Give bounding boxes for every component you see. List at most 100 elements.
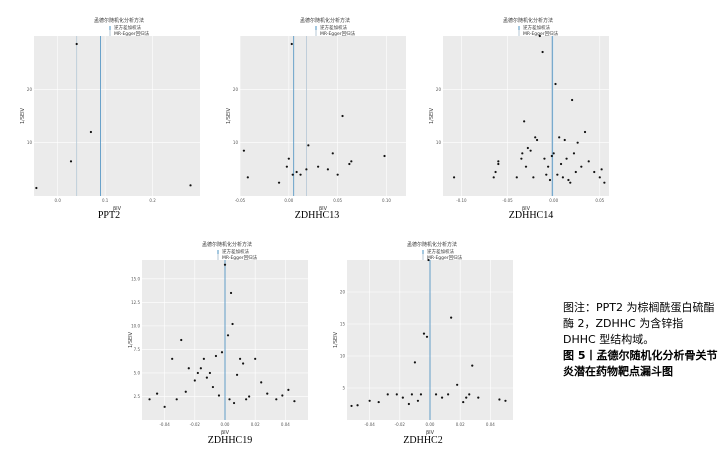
legend-title: 孟德尔随机化分析方法 [407,241,457,248]
snp-point [348,162,351,166]
snp-point [326,168,329,171]
snp-point [427,258,430,262]
snp-point [148,398,151,401]
snp-point [281,394,284,397]
snp-point [205,376,208,379]
snp-point [494,170,497,174]
snp-point [196,371,199,375]
legend-ivw-label: 逆方差加权法 [114,24,141,31]
snp-point [287,388,290,391]
snp-point [497,160,500,163]
funnel-plot-ppt2: 孟德尔随机化分析方法 逆方差加权法 MR-Egger回归法 0.0 0.1 0.2 10 20… [14,14,204,214]
snp-point [422,332,426,335]
snp-point [293,400,296,403]
snp-point [407,402,410,406]
panel-label-zdhhc14: ZDHHC14 [508,210,554,221]
snp-point [468,393,471,396]
x-tick-label: -0.05 [502,198,513,203]
snp-point [561,176,564,179]
x-tick-label: -0.10 [456,198,467,203]
snp-point [189,184,192,187]
y-tick-label: 20 [233,87,239,92]
snp-point [558,136,561,139]
snp-point [331,152,334,155]
y-tick-label: 10 [27,140,33,145]
snp-point [477,396,480,399]
figure-caption: 图注：PPT2 为棕榈酰蛋白硫酯酶 2，ZDHHC 为含锌指 DHHC 型结构域… [563,300,719,380]
snp-point [535,138,539,142]
snp-point [336,173,339,176]
caption-note: 图注：PPT2 为棕榈酰蛋白硫酯酶 2，ZDHHC 为含锌指 DHHC 型结构域… [563,301,715,346]
snp-point [440,396,444,399]
plot-background [443,36,609,196]
x-tick-label: -0.02 [190,422,201,427]
legend-egger-label: MR-Egger回归法 [427,254,463,261]
snp-point [515,176,518,179]
snp-point [603,181,606,184]
snp-point [574,170,577,174]
snp-point [547,165,550,168]
snp-point [565,157,568,160]
snp-point [593,170,596,174]
funnel-plot-zdhhc2: 孟德尔随机化分析方法 逆方差加权法 MR-Egger回归法 -0.04 -0.02 0.0… [327,238,517,438]
x-tick-label: 0.04 [281,422,290,427]
snp-point [350,404,353,408]
snp-point [600,168,603,171]
snp-point [563,138,566,142]
legend-title: 孟德尔随机化分析方法 [503,17,553,24]
snp-point [155,392,159,395]
snp-point [246,176,249,179]
y-axis-label: 1/SEIV [429,107,435,124]
legend-ivw-label: 逆方差加权法 [320,24,347,31]
snp-point [471,364,474,367]
snp-point [35,186,38,190]
legend-ivw-label: 逆方差加权法 [222,248,249,255]
snp-point [598,176,601,179]
y-axis-label: 1/SEIV [128,331,134,348]
snp-point [416,399,420,402]
snp-point [299,173,302,176]
snp-point [504,399,507,402]
snp-point [572,152,576,155]
snp-point [175,398,178,401]
y-tick-label: 5 [342,386,345,391]
snp-point [260,381,263,384]
x-axis-label: βIV [319,206,328,212]
snp-point [532,176,535,179]
snp-point [413,361,417,364]
x-tick-label: 0.1 [102,198,109,203]
x-tick-label: 0.02 [456,422,465,427]
x-axis-label: βIV [426,430,435,436]
y-axis-label: 1/SEIV [20,107,26,124]
snp-point [541,50,544,54]
snp-point [456,383,459,386]
snp-point [447,393,450,396]
snp-point [232,401,236,405]
snp-point [587,160,590,163]
snp-point [220,351,224,354]
snp-point [383,154,386,158]
funnel-plot-zdhhc19: 孟德尔随机化分析方法 逆方差加权法 MR-Egger回归法 -0.04 -0.02 0.0… [122,238,312,438]
snp-point [554,82,557,86]
snp-point [223,263,227,266]
snp-point [275,398,278,401]
y-tick-label: 10 [436,140,442,145]
legend-egger-label: MR-Egger回归法 [523,30,559,37]
funnel-plot-zdhhc13: 孟德尔随机化分析方法 逆方差加权法 MR-Egger回归法 -0.05 0.00 0.05… [220,14,410,214]
snp-point [290,42,293,46]
y-tick-label: 15.0 [131,276,140,281]
snp-point [350,160,353,163]
snp-point [524,165,528,168]
plot-background [240,36,406,196]
snp-point [231,322,234,326]
snp-point [341,114,344,118]
y-tick-label: 5.0 [134,370,141,375]
legend-ivw-label: 逆方差加权法 [427,248,454,255]
panel-label-ppt2: PPT2 [97,210,121,221]
x-tick-label: -0.02 [395,422,406,427]
legend-egger-label: MR-Egger回归法 [114,30,150,37]
snp-point [543,157,546,160]
x-tick-label: -0.05 [235,198,246,203]
x-tick-label: 0.00 [284,198,293,203]
snp-point [556,173,559,176]
